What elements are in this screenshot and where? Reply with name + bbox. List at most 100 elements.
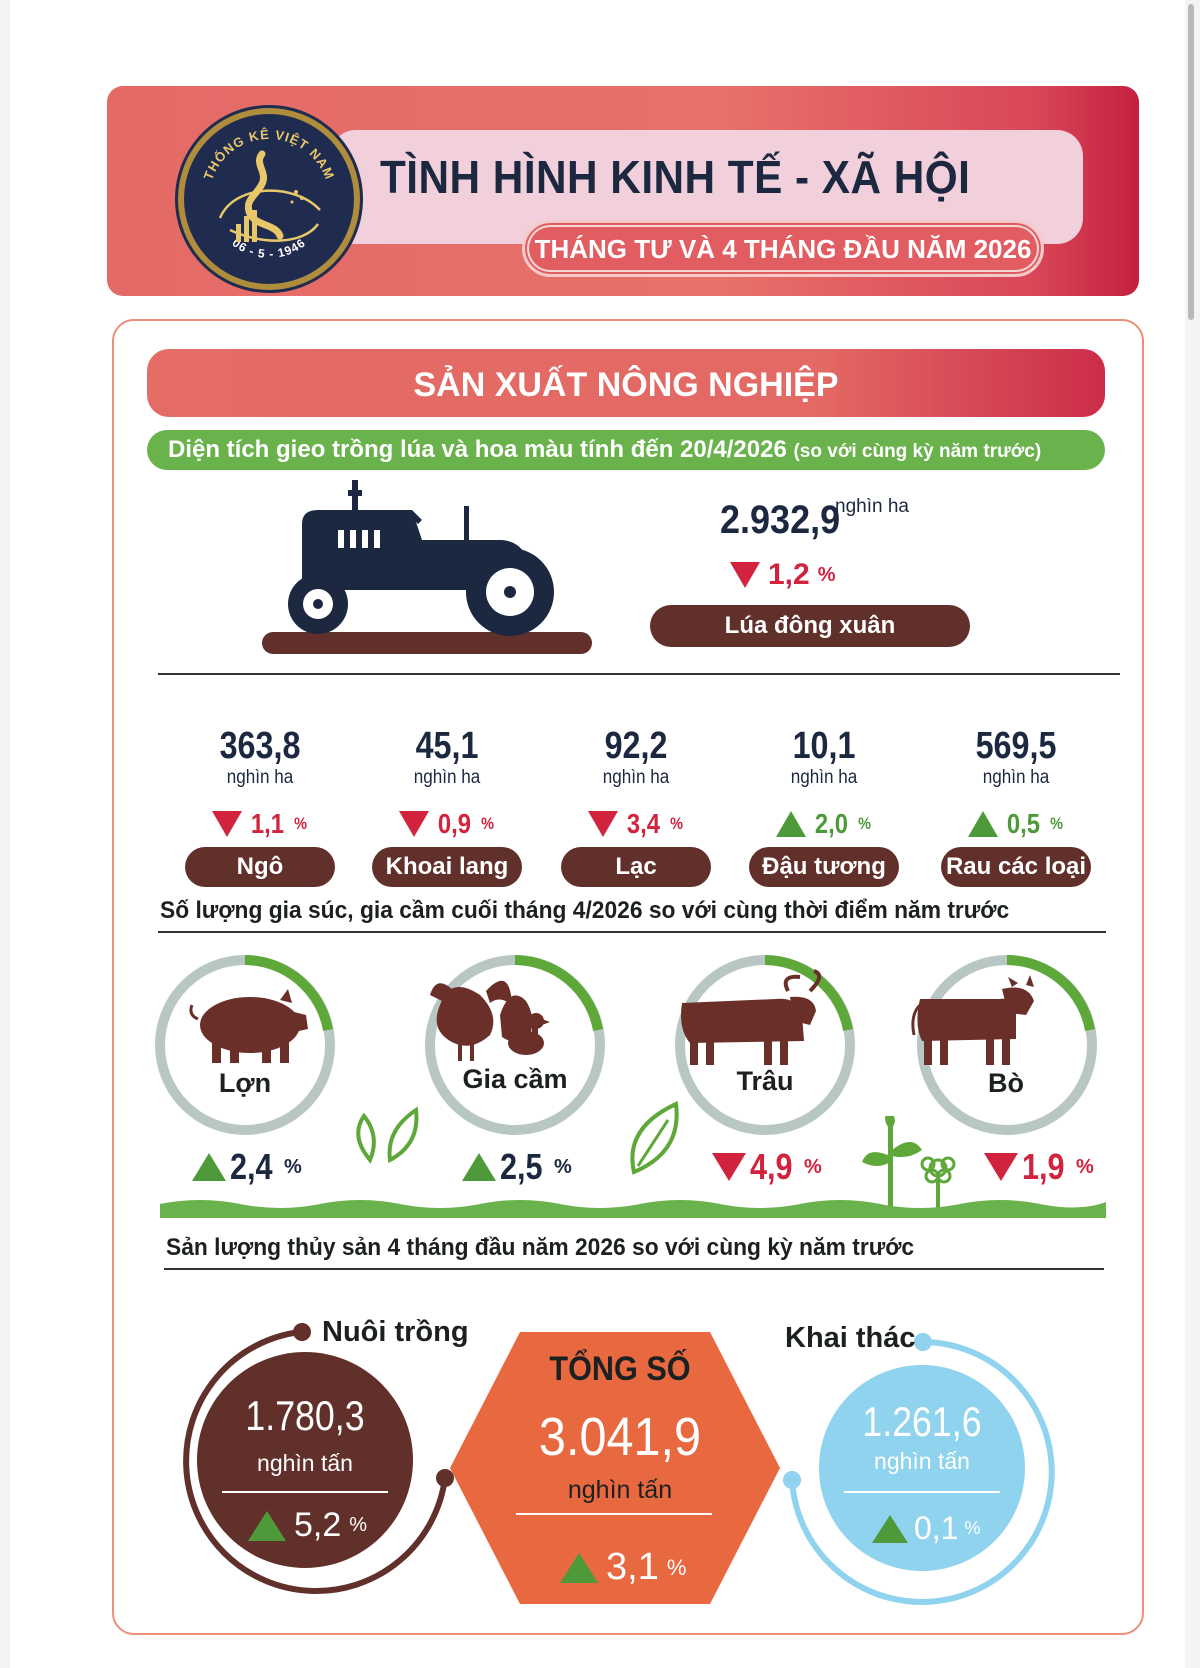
crop-card: 45,1 nghìn ha 0,9% Khoai lang	[367, 725, 527, 887]
livestock-change-unit: %	[554, 1155, 572, 1178]
livestock-change: 4,9%	[712, 1146, 822, 1188]
total-change-value: 3,1	[606, 1546, 659, 1588]
planting-heading-bar	[147, 430, 1105, 470]
up-triangle-icon	[192, 1153, 226, 1181]
livestock-change-value: 2,4	[230, 1146, 273, 1187]
crop-change: 0,9%	[367, 807, 527, 841]
crop-label: Ngô	[185, 847, 335, 887]
crop-card: 10,1 nghìn ha 2,0% Đậu tương	[744, 725, 904, 887]
livestock-change-unit: %	[284, 1155, 302, 1178]
livestock-change-value: 4,9	[750, 1146, 793, 1187]
livestock-label: Gia cầm	[462, 1064, 568, 1094]
crop-change-value: 1,1	[250, 808, 284, 839]
livestock-change-unit: %	[804, 1155, 822, 1178]
poultry-ring	[425, 955, 605, 1135]
logo-text-top: THỐNG KÊ VIỆT NAM	[201, 127, 337, 182]
livestock-heading: Số lượng gia súc, gia cầm cuối tháng 4/2…	[160, 897, 1010, 924]
grass-strip	[160, 1200, 1106, 1218]
crop-change-unit: %	[1050, 814, 1063, 833]
down-triangle-icon	[398, 811, 429, 837]
capture-circle	[819, 1365, 1025, 1571]
crop-change-unit: %	[481, 814, 494, 833]
planting-heading-note: (so với cùng kỳ năm trước)	[793, 441, 1042, 462]
capture-change-unit: %	[964, 1518, 981, 1538]
down-triangle-icon	[712, 1153, 746, 1181]
up-triangle-icon	[775, 811, 806, 837]
subtitle-pill	[522, 220, 1044, 277]
aquaculture-change-value: 5,2	[294, 1506, 342, 1544]
crop-change-unit: %	[294, 814, 307, 833]
crop-area-value: 569,5	[975, 725, 1057, 767]
duck-icon	[508, 1013, 550, 1055]
livestock-label: Lợn	[218, 1068, 272, 1098]
livestock-label: Bò	[988, 1068, 1024, 1098]
crop-area-unit: nghìn ha	[413, 767, 481, 788]
crop-area-unit: nghìn ha	[226, 767, 294, 788]
rice-change-value: 1,2	[768, 558, 810, 591]
rice-area-unit: nghìn ha	[835, 496, 909, 517]
up-triangle-icon	[560, 1552, 598, 1583]
divider-2	[158, 931, 1106, 933]
livestock-label: Trâu	[736, 1066, 794, 1096]
rice-change-unit: %	[817, 563, 836, 586]
flower-icon	[920, 1156, 956, 1216]
fishery-graphic	[183, 1323, 1055, 1605]
crop-card: 92,2 nghìn ha 3,4% Lạc	[556, 725, 716, 887]
crop-change-unit: %	[670, 814, 683, 833]
crop-area-unit: nghìn ha	[790, 767, 858, 788]
planting-heading: Diện tích gieo trồng lúa và hoa màu tính…	[168, 436, 1041, 464]
crop-change-value: 0,5	[1006, 808, 1040, 839]
crop-change-value: 0,9	[437, 808, 471, 839]
up-triangle-icon	[872, 1514, 908, 1543]
livestock-change: 2,5%	[462, 1146, 572, 1188]
rice-area-value: 2.932,9	[720, 498, 841, 542]
pig-icon	[189, 989, 308, 1063]
aquaculture-value: 1.780,3	[245, 1392, 365, 1439]
tractor-icon	[262, 480, 592, 654]
crop-area-value: 10,1	[792, 725, 856, 767]
total-label: TỔNG SỐ	[549, 1350, 691, 1388]
aquaculture-arc	[183, 1329, 448, 1594]
planting-heading-main: Diện tích gieo trồng lúa và hoa màu tính…	[168, 436, 787, 463]
scrollbar-thumb[interactable]	[1188, 4, 1194, 320]
section-frame	[112, 319, 1144, 1635]
capture-unit: nghìn tấn	[874, 1448, 970, 1474]
livestock-change: 1,9%	[984, 1146, 1094, 1188]
capture-label: Khai thác	[785, 1322, 916, 1354]
crop-label: Lạc	[561, 847, 711, 887]
page-title: TÌNH HÌNH KINH TẾ - XÃ HỘI	[380, 151, 971, 203]
livestock-rings	[155, 955, 1097, 1135]
crop-area-unit: nghìn ha	[602, 767, 670, 788]
up-triangle-icon	[967, 811, 998, 837]
crop-change: 1,1%	[180, 807, 340, 841]
livestock-change: 2,4%	[192, 1146, 302, 1188]
capture-change-value: 0,1	[914, 1510, 959, 1546]
aquaculture-unit: nghìn tấn	[257, 1450, 353, 1476]
crop-card: 569,5 nghìn ha 0,5% Rau các loại	[936, 725, 1096, 887]
down-triangle-icon	[984, 1153, 1018, 1181]
livestock-change-value: 1,9	[1022, 1146, 1065, 1187]
crop-label: Khoai lang	[372, 847, 522, 887]
fishery-heading: Sản lượng thủy sản 4 tháng đầu năm 2026 …	[166, 1234, 915, 1261]
crop-area-value: 45,1	[415, 725, 479, 767]
total-hexagon	[450, 1332, 780, 1604]
pig-ring	[155, 955, 335, 1135]
aquaculture-circle	[197, 1352, 413, 1568]
livestock-change-unit: %	[1076, 1155, 1094, 1178]
aquaculture-label: Nuôi trồng	[322, 1316, 469, 1348]
total-change: 3,1%	[560, 1546, 686, 1589]
logo-emblem-icon: THỐNG KÊ VIỆT NAM 06 - 5 - 1946	[201, 127, 337, 261]
scrollbar[interactable]	[1185, 0, 1200, 1668]
crop-change-value: 2,0	[814, 808, 848, 839]
total-unit: nghìn tấn	[567, 1476, 673, 1504]
down-triangle-icon	[730, 562, 760, 588]
crop-change-value: 3,4	[626, 808, 660, 839]
rice-area-change: 1,2%	[730, 558, 836, 592]
section-title-bar	[147, 349, 1105, 417]
crop-change: 0,5%	[936, 807, 1096, 841]
crop-label: Rau các loại	[941, 847, 1091, 887]
buffalo-icon	[681, 969, 822, 1065]
crop-change: 2,0%	[744, 807, 904, 841]
aquaculture-change-unit: %	[349, 1514, 368, 1536]
down-triangle-icon	[211, 811, 242, 837]
